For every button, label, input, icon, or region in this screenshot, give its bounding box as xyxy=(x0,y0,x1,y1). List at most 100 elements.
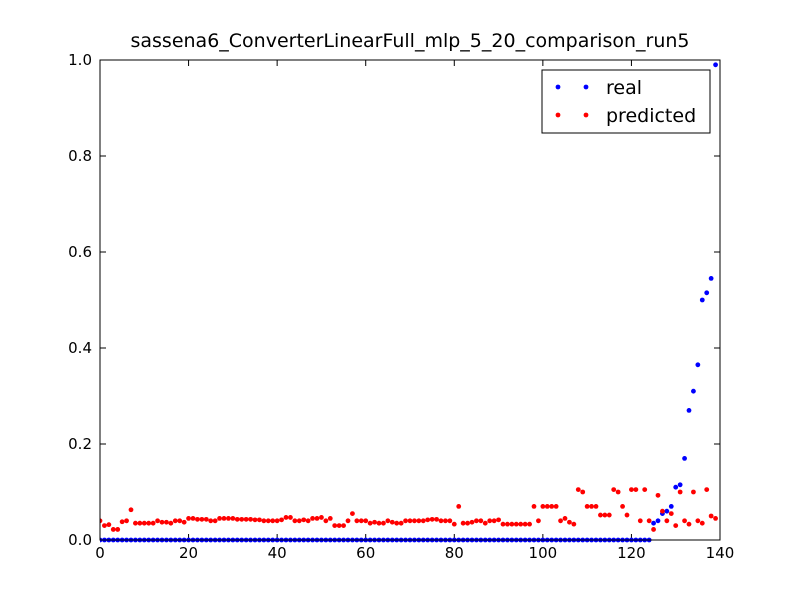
point xyxy=(629,487,634,492)
point xyxy=(527,521,532,527)
point xyxy=(513,521,519,527)
point xyxy=(283,515,289,520)
point xyxy=(505,521,510,527)
point xyxy=(376,520,382,526)
point xyxy=(115,527,121,532)
point xyxy=(575,487,581,492)
point xyxy=(695,362,701,368)
point xyxy=(288,515,293,520)
point xyxy=(128,507,134,513)
point xyxy=(199,516,205,522)
point xyxy=(226,516,231,521)
point xyxy=(389,519,395,525)
point xyxy=(106,522,112,528)
point xyxy=(310,516,315,521)
point xyxy=(544,504,550,509)
point xyxy=(620,504,625,509)
point xyxy=(500,521,506,527)
point xyxy=(664,508,670,514)
point xyxy=(323,518,329,524)
point xyxy=(571,521,577,527)
point xyxy=(447,518,453,524)
point xyxy=(164,519,169,525)
point xyxy=(155,518,160,524)
point xyxy=(699,297,705,303)
point xyxy=(451,521,457,527)
legend-label: real xyxy=(606,77,642,99)
point xyxy=(350,511,355,516)
point xyxy=(584,504,590,509)
y-tick-label: 0.0 xyxy=(68,531,92,549)
point xyxy=(660,508,665,514)
point xyxy=(124,518,129,524)
point xyxy=(416,518,422,524)
point xyxy=(522,521,528,527)
point xyxy=(482,520,488,526)
point xyxy=(518,521,524,527)
point xyxy=(186,516,191,521)
point xyxy=(177,518,183,524)
y-tick-label: 0.8 xyxy=(68,147,92,165)
point xyxy=(398,520,404,526)
y-tick-label: 0.4 xyxy=(68,339,92,357)
x-tick-label: 40 xyxy=(268,544,287,562)
point xyxy=(491,518,497,524)
point xyxy=(615,489,621,495)
point xyxy=(221,516,227,521)
point xyxy=(203,516,209,522)
point xyxy=(686,521,692,527)
point xyxy=(403,518,408,524)
point xyxy=(540,504,546,509)
point xyxy=(354,518,360,524)
point xyxy=(708,276,714,281)
point xyxy=(536,518,541,524)
point xyxy=(358,518,364,524)
legend-marker xyxy=(555,112,561,118)
point xyxy=(624,512,630,518)
point xyxy=(460,520,466,526)
point xyxy=(673,484,679,490)
point xyxy=(655,492,661,498)
point xyxy=(212,518,218,524)
y-tick-label: 0.6 xyxy=(68,243,92,261)
point xyxy=(682,518,687,524)
point xyxy=(385,518,391,524)
y-tick-label: 0.2 xyxy=(68,435,92,453)
point xyxy=(332,523,338,528)
point xyxy=(252,517,258,523)
point xyxy=(367,520,373,526)
point xyxy=(265,518,271,524)
point xyxy=(496,517,501,523)
point xyxy=(549,504,555,509)
point xyxy=(443,518,448,524)
point xyxy=(110,527,116,532)
point xyxy=(637,518,643,524)
point xyxy=(474,518,479,524)
point xyxy=(580,489,586,495)
point xyxy=(668,504,674,509)
x-tick-label: 0 xyxy=(95,544,105,562)
point xyxy=(633,487,639,492)
point xyxy=(133,520,138,526)
point xyxy=(611,487,617,492)
chart-title: sassena6_ConverterLinearFull_mlp_5_20_co… xyxy=(130,30,689,52)
point xyxy=(336,523,342,528)
point xyxy=(261,518,267,524)
legend: real predicted xyxy=(541,69,711,134)
point xyxy=(602,512,608,518)
point xyxy=(567,519,572,525)
point xyxy=(296,518,302,524)
point xyxy=(168,520,174,526)
legend-marker xyxy=(583,84,589,90)
point xyxy=(642,487,648,492)
point xyxy=(438,518,444,524)
point xyxy=(673,523,679,528)
point xyxy=(598,512,603,518)
point xyxy=(682,456,687,461)
legend-marker xyxy=(555,84,561,90)
point xyxy=(341,523,346,528)
point xyxy=(270,518,276,524)
point xyxy=(407,518,413,524)
point xyxy=(646,518,652,524)
